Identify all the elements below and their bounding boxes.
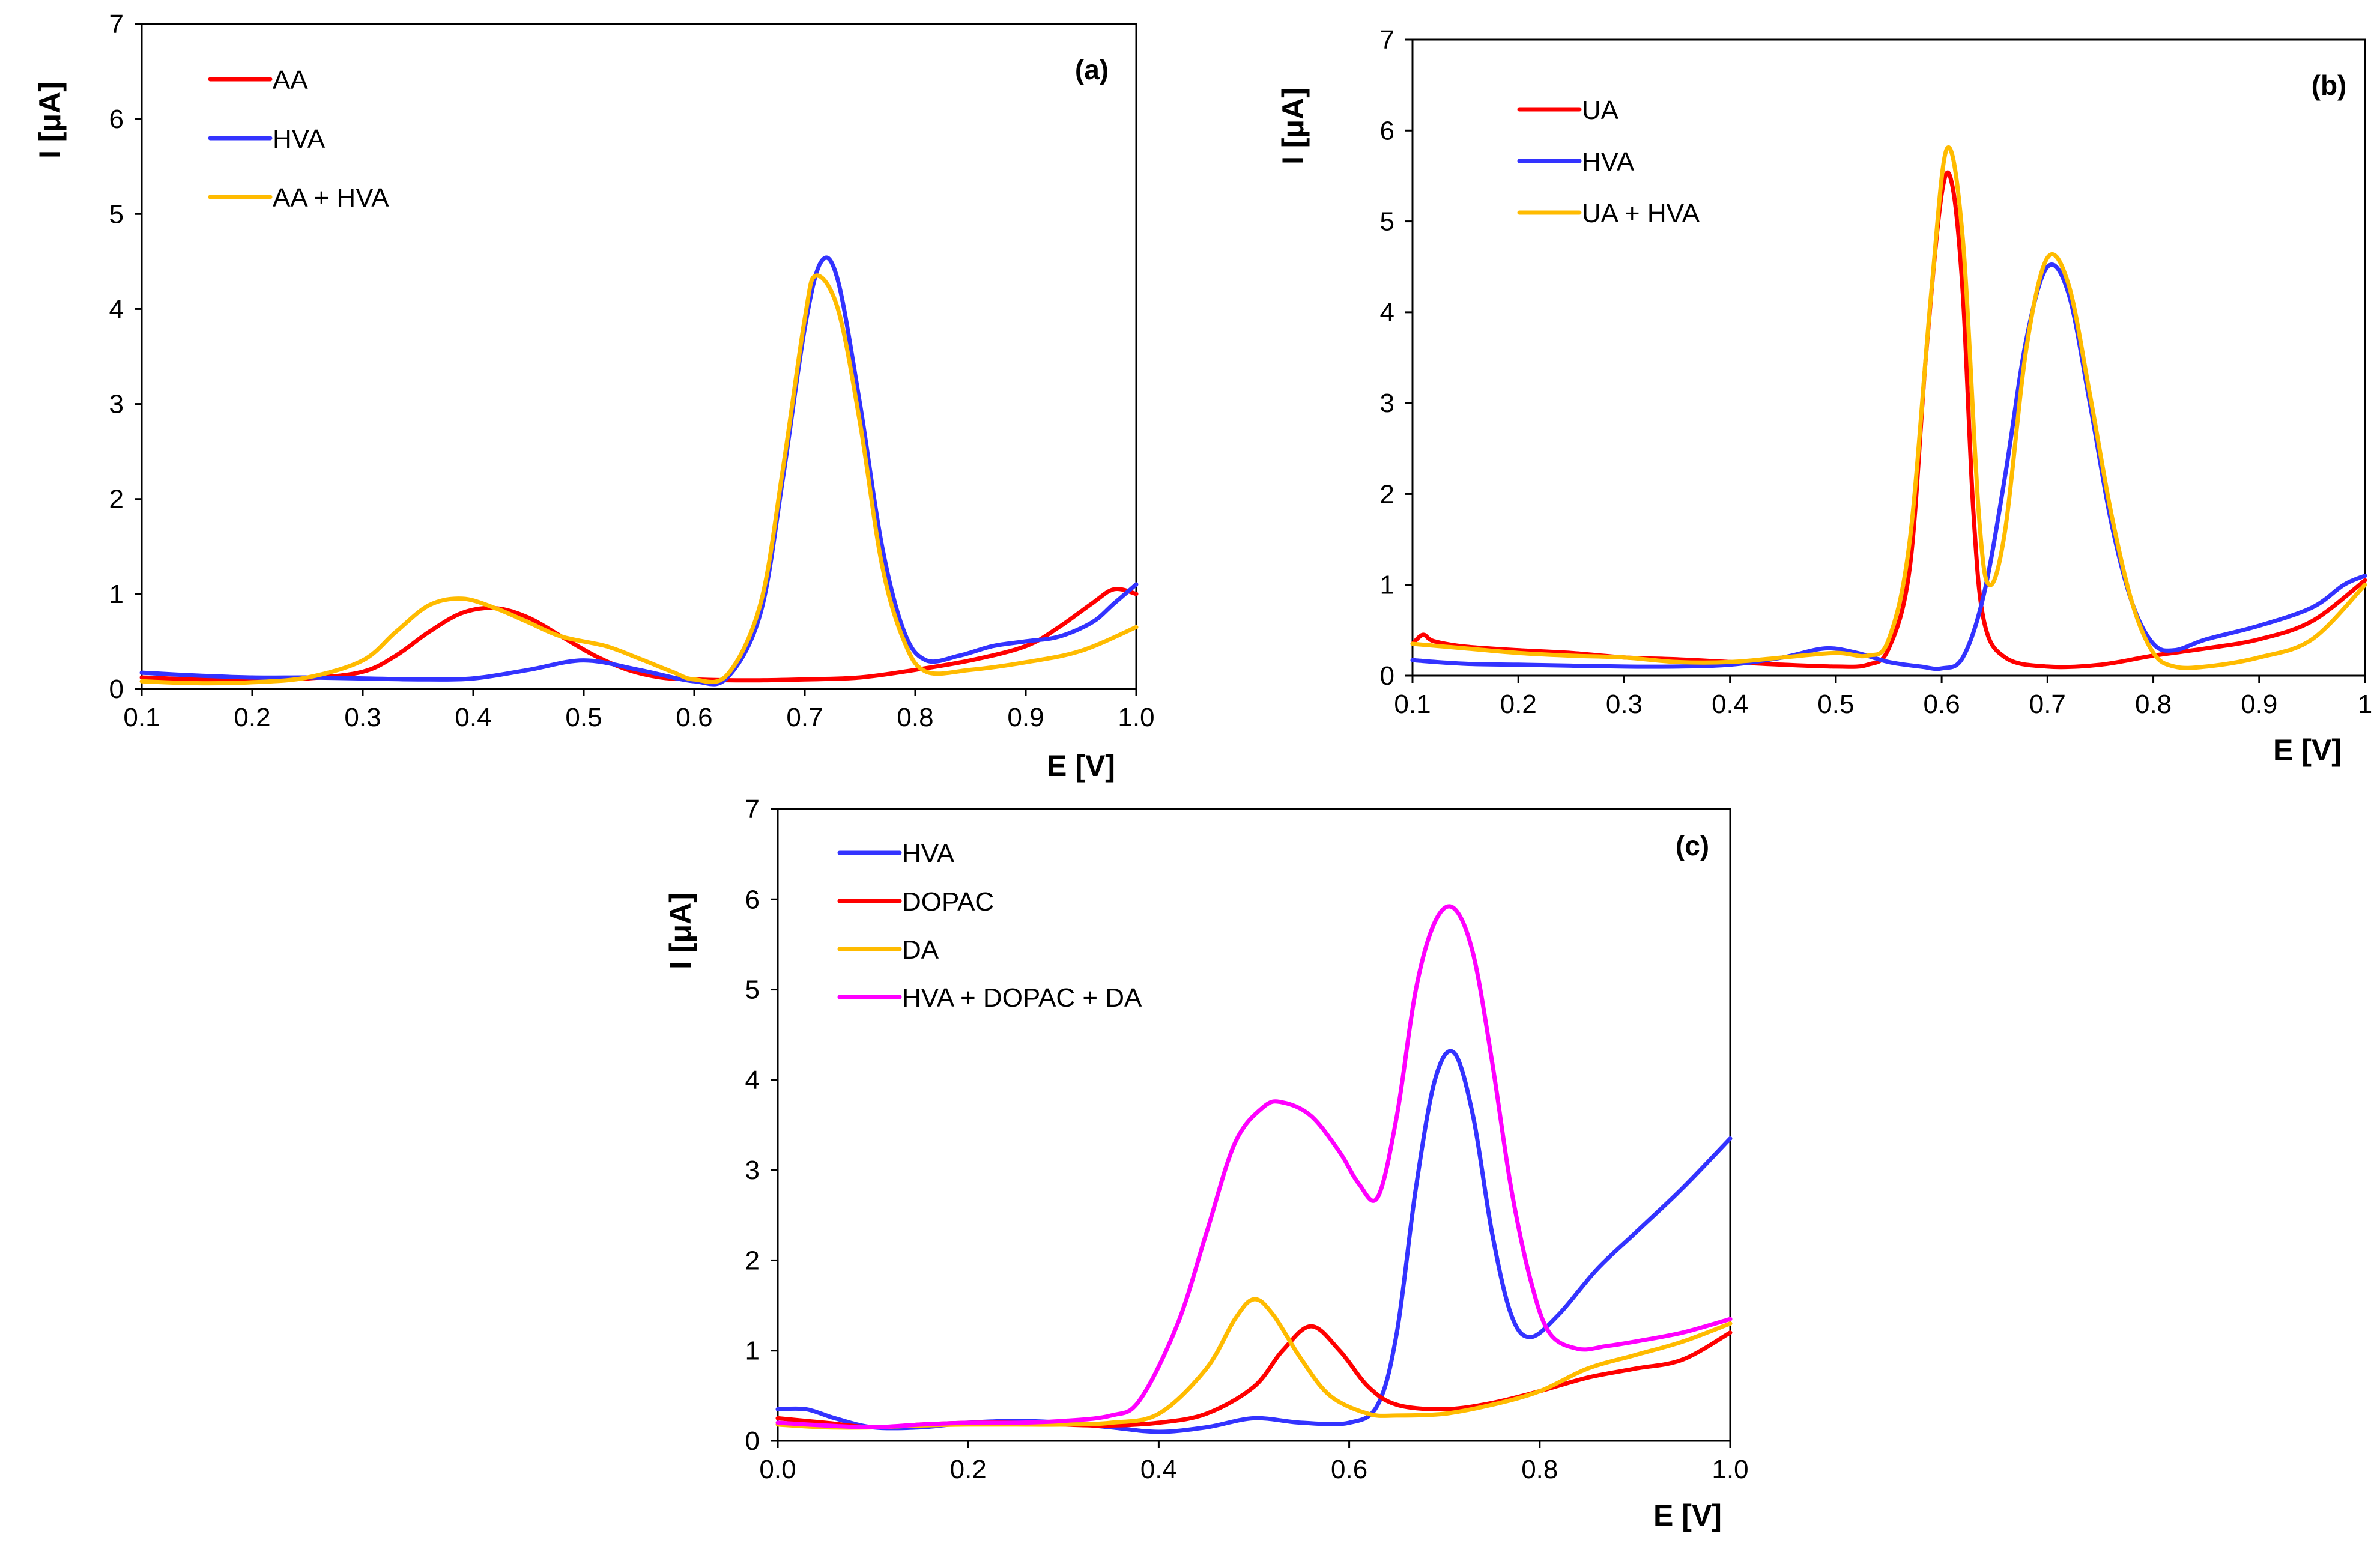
x-tick-label-a: 0.2 <box>234 703 270 732</box>
legend-c: HVA DOPAC DA HVA + DOPAC + DA <box>837 839 1142 1013</box>
x-axis-title-a: E [V] <box>1047 749 1115 783</box>
plot-area-b <box>1411 38 2366 677</box>
legend-a: AA HVA AA + HVA <box>208 65 389 213</box>
y-tick-label-a: 2 <box>109 485 124 514</box>
legend-label-ua-hva: UA + HVA <box>1582 199 1700 228</box>
y-axis-title-c: I [μA] <box>664 893 697 969</box>
x-tick-label-c: 1.0 <box>1712 1455 1748 1484</box>
series-line-aa-hva <box>139 273 1139 686</box>
y-tick-label-a: 1 <box>109 580 124 609</box>
x-tick-label-b: 0.7 <box>2029 690 2066 719</box>
legend-label-aa: AA <box>273 65 308 95</box>
y-tick-label-c: 3 <box>745 1156 760 1185</box>
x-axis-title-c: E [V] <box>1653 1499 1722 1532</box>
legend-label-dopac: DOPAC <box>902 887 994 917</box>
y-tick-label-a: 7 <box>109 10 124 39</box>
x-tick-label-b: 0.6 <box>1924 690 1960 719</box>
x-tick-label-c: 0.0 <box>759 1455 796 1484</box>
legend-label-hva-dopac-da: HVA + DOPAC + DA <box>902 983 1142 1013</box>
x-tick-label-a: 0.7 <box>786 703 823 732</box>
x-tick-label-b: 0.2 <box>1500 690 1537 719</box>
series-line-hva-dopac-da <box>775 904 1733 1430</box>
x-ticks-a: 0.1 0.2 0.3 0.4 0.5 0.6 0.7 0.8 0.9 1.0 <box>123 689 1155 732</box>
x-tick-label-a: 0.1 <box>123 703 160 732</box>
y-axis-title-b: I [μA] <box>1276 88 1310 165</box>
x-tick-label-b: 0.4 <box>1712 690 1748 719</box>
panel-label-b: (b) <box>2312 70 2347 101</box>
y-tick-label-b: 2 <box>1380 479 1394 509</box>
y-tick-label-a: 0 <box>109 674 124 704</box>
y-tick-label-c: 2 <box>745 1246 760 1275</box>
x-tick-label-c: 0.8 <box>1521 1455 1558 1484</box>
y-tick-label-c: 0 <box>745 1426 760 1456</box>
series-layer-c <box>775 904 1733 1434</box>
y-tick-label-b: 0 <box>1380 661 1394 691</box>
x-tick-label-a: 0.6 <box>676 703 712 732</box>
x-tick-label-a: 0.4 <box>455 703 491 732</box>
legend-label-da: DA <box>902 935 939 965</box>
plot-area-c <box>777 808 1731 1442</box>
y-ticks-b: 0 1 2 3 4 5 6 7 <box>1380 25 1413 691</box>
x-tick-label-a: 0.5 <box>565 703 602 732</box>
y-axis-title-a: I [μA] <box>33 82 67 159</box>
legend-b: UA HVA UA + HVA <box>1517 95 1700 228</box>
x-ticks-c: 0.0 0.2 0.4 0.6 0.8 1.0 <box>759 1441 1749 1484</box>
chart-panel-b: 0 1 2 3 4 5 6 7 0.1 0.2 0.3 0.4 0.5 0.6 0.7 0.8 0.9 1 I … <box>1276 25 2372 767</box>
x-tick-label-b: 0.1 <box>1394 690 1431 719</box>
series-line-hva <box>1410 262 2367 671</box>
x-tick-label-a: 0.8 <box>897 703 933 732</box>
x-tick-label-c: 0.6 <box>1331 1455 1367 1484</box>
legend-label-hva: HVA <box>1582 147 1635 177</box>
y-tick-label-a: 5 <box>109 199 124 229</box>
x-axis-title-b: E [V] <box>2273 733 2342 767</box>
y-tick-label-c: 5 <box>745 975 760 1005</box>
legend-label-hva: HVA <box>273 124 326 154</box>
x-tick-label-b: 1 <box>2358 690 2372 719</box>
y-tick-label-b: 6 <box>1380 116 1394 145</box>
y-ticks-c: 0 1 2 3 4 5 6 7 <box>745 795 778 1456</box>
y-tick-label-a: 4 <box>109 294 124 324</box>
x-tick-label-b: 0.5 <box>1817 690 1854 719</box>
legend-label-aa-hva: AA + HVA <box>273 183 389 213</box>
x-tick-label-a: 1.0 <box>1118 703 1154 732</box>
y-tick-label-c: 7 <box>745 795 760 824</box>
series-layer-b <box>1410 145 2367 671</box>
y-tick-label-a: 3 <box>109 390 124 419</box>
panel-label-a: (a) <box>1075 54 1109 85</box>
series-line-ua-hva <box>1410 145 2367 670</box>
x-tick-label-a: 0.9 <box>1007 703 1044 732</box>
x-tick-label-a: 0.3 <box>344 703 381 732</box>
y-tick-label-a: 6 <box>109 105 124 134</box>
y-tick-label-b: 7 <box>1380 25 1394 55</box>
y-tick-label-b: 3 <box>1380 389 1394 418</box>
chart-panel-c: 0 1 2 3 4 5 6 7 0.0 0.2 0.4 0.6 0.8 1.0 I [μA] E [V]… <box>664 795 1749 1532</box>
x-tick-label-b: 0.3 <box>1606 690 1643 719</box>
panel-label-c: (c) <box>1676 830 1709 861</box>
legend-label-hva: HVA <box>902 839 955 868</box>
x-tick-label-b: 0.8 <box>2135 690 2172 719</box>
series-layer-a <box>139 255 1139 687</box>
y-tick-label-c: 1 <box>745 1336 760 1366</box>
y-tick-label-c: 6 <box>745 885 760 914</box>
y-tick-label-c: 4 <box>745 1066 760 1095</box>
y-tick-label-b: 5 <box>1380 207 1394 237</box>
plot-area-a <box>141 23 1137 690</box>
series-line-aa <box>139 587 1139 683</box>
x-ticks-b: 0.1 0.2 0.3 0.4 0.5 0.6 0.7 0.8 0.9 1 <box>1394 676 2372 719</box>
y-tick-label-b: 4 <box>1380 298 1394 327</box>
y-tick-label-b: 1 <box>1380 571 1394 600</box>
y-ticks-a: 0 1 2 3 4 5 6 7 <box>109 10 142 704</box>
x-tick-label-c: 0.4 <box>1140 1455 1177 1484</box>
legend-label-ua: UA <box>1582 95 1619 125</box>
x-tick-label-b: 0.9 <box>2241 690 2277 719</box>
x-tick-label-c: 0.2 <box>950 1455 987 1484</box>
